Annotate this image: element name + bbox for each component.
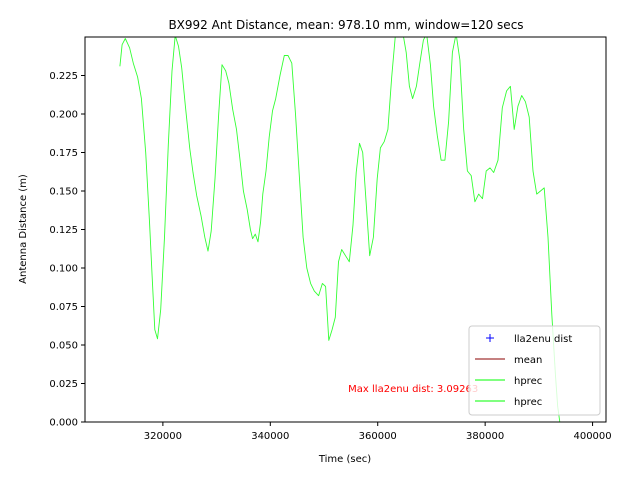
x-tick-label: 400000	[573, 431, 611, 442]
legend: lla2enu dist mean hprec hprec	[468, 325, 601, 416]
y-tick-label: 0.000	[49, 418, 78, 429]
y-tick-label: 0.200	[49, 110, 78, 121]
y-tick-label: 0.125	[49, 225, 78, 236]
y-axis-label: Antenna Distance (m)	[18, 174, 29, 284]
y-tick-label: 0.025	[49, 379, 78, 390]
legend-label: hprec	[514, 376, 542, 387]
x-tick-label: 360000	[359, 431, 397, 442]
series-line-hprec	[119, 37, 561, 422]
y-tick-label: 0.075	[49, 302, 78, 313]
x-tick-label: 340000	[251, 431, 289, 442]
y-tick-label: 0.050	[49, 341, 78, 352]
legend-label: mean	[514, 355, 542, 366]
x-axis-label: Time (sec)	[318, 454, 371, 465]
x-tick-label: 320000	[144, 431, 182, 442]
x-axis: 320000 340000 360000 380000 400000	[144, 422, 612, 442]
x-tick-label: 380000	[466, 431, 504, 442]
y-tick-label: 0.150	[49, 187, 78, 198]
y-tick-label: 0.225	[49, 71, 78, 82]
series-layer	[119, 37, 561, 422]
chart-title: BX992 Ant Distance, mean: 978.10 mm, win…	[168, 18, 523, 32]
y-axis: 0.000 0.025 0.050 0.075 0.100 0.125 0.150 0.175…	[49, 71, 85, 429]
y-tick-label: 0.100	[49, 264, 78, 275]
legend-box	[468, 325, 601, 416]
legend-label: hprec	[514, 397, 542, 408]
max-distance-annotation: Max lla2enu dist: 3.09263	[348, 384, 478, 395]
y-tick-label: 0.175	[49, 148, 78, 159]
legend-label: lla2enu dist	[514, 334, 572, 345]
